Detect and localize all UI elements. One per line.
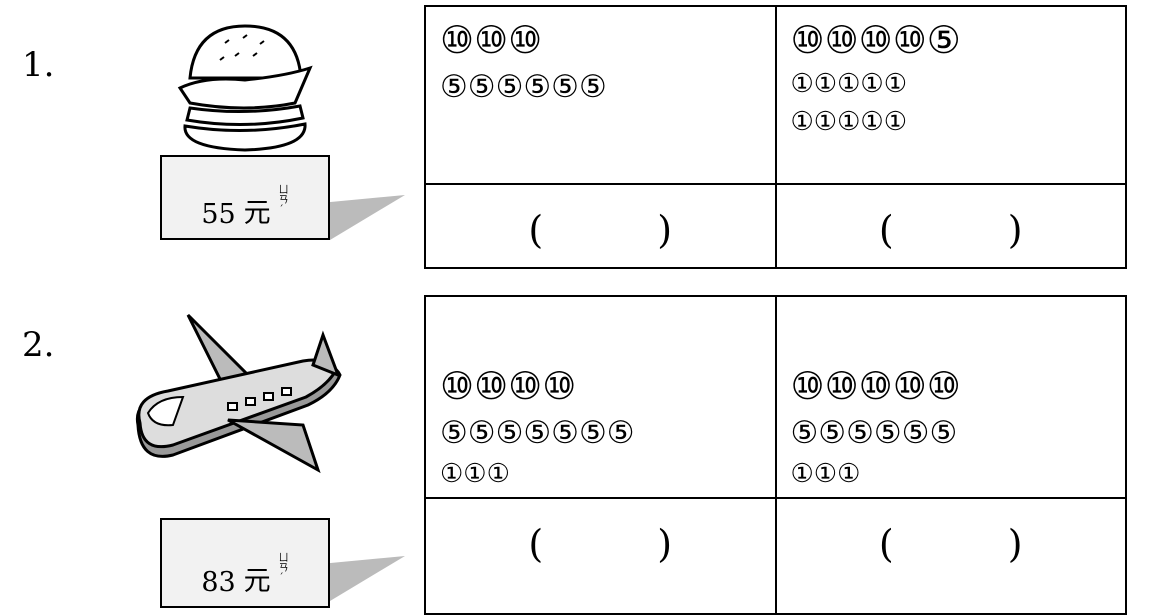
unit-phonetic: ㄩㄢˊ	[278, 553, 289, 584]
price-tag: 83 元 ㄩㄢˊ	[160, 518, 330, 608]
coins: ⑤⑤⑤⑤⑤⑤	[790, 415, 958, 451]
answer-blank: ( )	[774, 183, 1127, 269]
answer-blank: ( )	[774, 497, 1127, 615]
coins: ⑤⑤⑤⑤⑤⑤⑤	[440, 415, 635, 451]
price: 83	[201, 567, 236, 598]
coins: ①①①	[790, 459, 861, 489]
coin-cell: ⑩⑩⑩ ⑤⑤⑤⑤⑤⑤	[424, 5, 777, 185]
coins: ⑩⑩⑩⑩⑤	[790, 18, 961, 62]
answer-blank: ( )	[424, 183, 777, 269]
tag-shadow	[320, 195, 405, 240]
coins: ①①①	[440, 459, 510, 489]
coins: ⑩⑩⑩⑩	[440, 364, 577, 408]
coins: ⑩⑩⑩	[440, 18, 543, 62]
unit: 元	[243, 566, 271, 597]
price: 55	[201, 199, 236, 230]
options-table: ⑩⑩⑩⑩ ⑤⑤⑤⑤⑤⑤⑤ ①①① ⑩⑩⑩⑩⑩ ⑤⑤⑤⑤⑤⑤ ①①① ( ) ( …	[424, 295, 1127, 615]
coins: ⑩⑩⑩⑩⑩	[790, 364, 961, 408]
coins: ⑤⑤⑤⑤⑤⑤	[440, 69, 607, 105]
unit-phonetic: ㄩㄢˊ	[278, 185, 289, 216]
problem-number: 2.	[22, 325, 55, 365]
coin-cell: ⑩⑩⑩⑩⑤ ①①①①① ①①①①①	[774, 5, 1127, 185]
page: 1. 55 元 ㄩㄢˊ ⑩⑩⑩ ⑤⑤⑤⑤⑤⑤ ⑩⑩⑩⑩⑤ ①①①①① ①①①①①…	[22, 5, 1127, 615]
options-table: ⑩⑩⑩ ⑤⑤⑤⑤⑤⑤ ⑩⑩⑩⑩⑤ ①①①①① ①①①①① ( ) ( )	[424, 5, 1127, 269]
coins: ①①①①①	[790, 69, 908, 99]
coin-cell: ⑩⑩⑩⑩⑩ ⑤⑤⑤⑤⑤⑤ ①①①	[774, 295, 1127, 499]
coins: ①①①①①	[790, 107, 908, 137]
answer-blank: ( )	[424, 497, 777, 615]
burger-image	[177, 24, 313, 152]
plane-image	[135, 313, 342, 474]
problem-number: 1.	[22, 45, 55, 85]
tag-shadow	[320, 556, 405, 601]
coin-cell: ⑩⑩⑩⑩ ⑤⑤⑤⑤⑤⑤⑤ ①①①	[424, 295, 777, 499]
unit: 元	[243, 198, 271, 229]
price-tag: 55 元 ㄩㄢˊ	[160, 155, 330, 240]
